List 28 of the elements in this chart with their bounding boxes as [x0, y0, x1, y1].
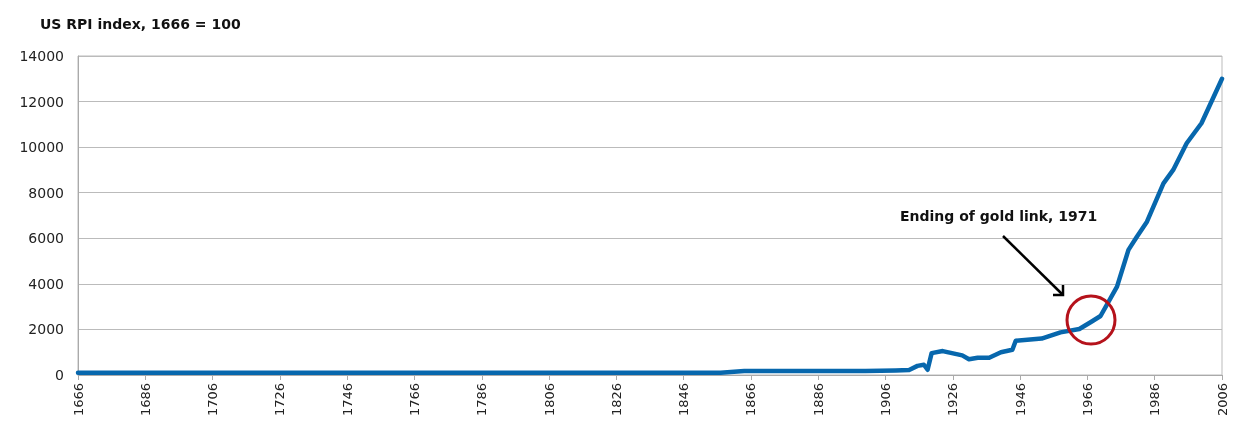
x-tick-label: 1846 [676, 383, 692, 417]
x-tick-label: 1926 [945, 383, 961, 417]
x-tick-label: 2006 [1214, 383, 1230, 417]
y-tick-label: 4000 [28, 275, 64, 292]
x-tick-label: 1986 [1147, 383, 1163, 417]
x-tick-label: 1766 [406, 383, 422, 417]
y-tick-label: 0 [55, 367, 64, 383]
x-tick-label: 1686 [137, 383, 153, 417]
x-tick-label: 1746 [339, 383, 355, 417]
y-tick-label: 14000 [19, 48, 64, 64]
y-tick-label: 10000 [19, 139, 64, 156]
x-tick-label: 1786 [474, 383, 490, 417]
y-tick-label: 12000 [19, 93, 64, 110]
x-tick-label: 1706 [205, 383, 221, 417]
x-tick-label: 1826 [608, 383, 624, 417]
x-tick-label: 1866 [743, 383, 759, 417]
x-tick-label: 1806 [541, 383, 557, 417]
annotation: Ending of gold link, 1971 [900, 208, 1098, 224]
y-tick-label: 6000 [28, 230, 64, 247]
x-tick-label: 1906 [878, 383, 894, 417]
chart-title: US RPI index, 1666 = 100 [40, 16, 241, 32]
y-tick-label: 8000 [28, 184, 64, 201]
x-tick-label: 1946 [1012, 383, 1028, 417]
y-tick-label: 2000 [28, 321, 64, 338]
x-tick-label: 1666 [70, 383, 86, 417]
x-tick-label: 1726 [272, 383, 288, 417]
x-tick-label: 1886 [810, 383, 826, 417]
x-tick-label: 1966 [1079, 383, 1095, 417]
